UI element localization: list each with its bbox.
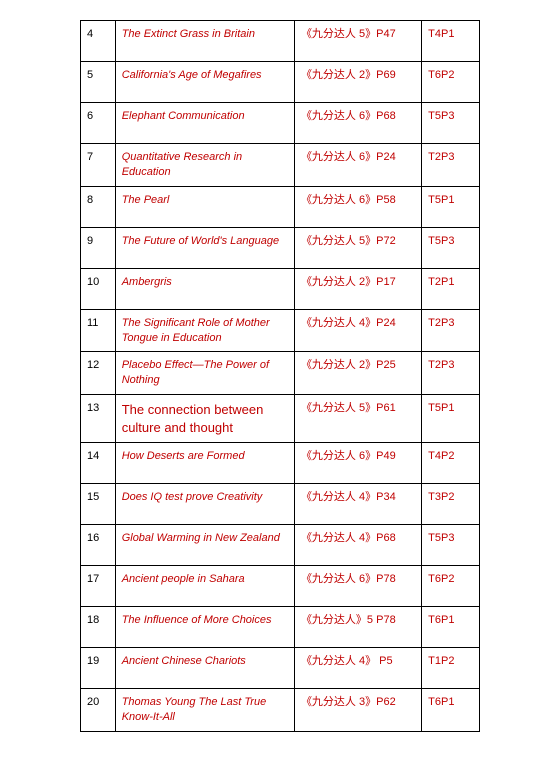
cell-title: Placebo Effect—The Power of Nothing — [115, 352, 294, 395]
cell-title: How Deserts are Formed — [115, 443, 294, 484]
cell-title: Thomas Young The Last True Know-It-All — [115, 689, 294, 732]
cell-title: Elephant Communication — [115, 103, 294, 144]
cell-index: 20 — [81, 689, 116, 732]
cell-title: Ancient people in Sahara — [115, 566, 294, 607]
cell-index: 12 — [81, 352, 116, 395]
table-body: 4The Extinct Grass in Britain《九分达人 5》P47… — [81, 21, 480, 732]
cell-title: Quantitative Research in Education — [115, 144, 294, 187]
cell-index: 14 — [81, 443, 116, 484]
cell-source: 《九分达人 2》P25 — [294, 352, 421, 395]
cell-title: The Future of World's Language — [115, 227, 294, 268]
cell-code: T2P3 — [422, 309, 480, 352]
cell-title: The Pearl — [115, 186, 294, 227]
cell-index: 16 — [81, 525, 116, 566]
cell-source: 《九分达人》5 P78 — [294, 607, 421, 648]
table-row: 18The Influence of More Choices《九分达人》5 P… — [81, 607, 480, 648]
table-row: 4The Extinct Grass in Britain《九分达人 5》P47… — [81, 21, 480, 62]
cell-code: T5P1 — [422, 395, 480, 443]
table-row: 8The Pearl《九分达人 6》P58T5P1 — [81, 186, 480, 227]
table-row: 20Thomas Young The Last True Know-It-All… — [81, 689, 480, 732]
table-row: 11The Significant Role of Mother Tongue … — [81, 309, 480, 352]
cell-code: T6P2 — [422, 566, 480, 607]
cell-index: 13 — [81, 395, 116, 443]
cell-code: T4P2 — [422, 443, 480, 484]
cell-index: 11 — [81, 309, 116, 352]
cell-index: 8 — [81, 186, 116, 227]
cell-code: T4P1 — [422, 21, 480, 62]
cell-source: 《九分达人 6》P68 — [294, 103, 421, 144]
cell-index: 4 — [81, 21, 116, 62]
cell-title: Global Warming in New Zealand — [115, 525, 294, 566]
cell-index: 17 — [81, 566, 116, 607]
cell-source: 《九分达人 4》P24 — [294, 309, 421, 352]
table-row: 5California's Age of Megafires《九分达人 2》P6… — [81, 62, 480, 103]
table-row: 14How Deserts are Formed《九分达人 6》P49T4P2 — [81, 443, 480, 484]
cell-title: Ancient Chinese Chariots — [115, 648, 294, 689]
cell-code: T6P1 — [422, 689, 480, 732]
cell-title: The Extinct Grass in Britain — [115, 21, 294, 62]
cell-code: T2P3 — [422, 144, 480, 187]
cell-title: Does IQ test prove Creativity — [115, 484, 294, 525]
table-row: 16Global Warming in New Zealand《九分达人 4》P… — [81, 525, 480, 566]
cell-code: T6P1 — [422, 607, 480, 648]
page-sheet: 4The Extinct Grass in Britain《九分达人 5》P47… — [0, 20, 550, 732]
cell-source: 《九分达人 6》P24 — [294, 144, 421, 187]
cell-source: 《九分达人 5》P61 — [294, 395, 421, 443]
cell-code: T5P1 — [422, 186, 480, 227]
table-row: 13The connection between culture and tho… — [81, 395, 480, 443]
cell-index: 10 — [81, 268, 116, 309]
cell-source: 《九分达人 6》P49 — [294, 443, 421, 484]
cell-source: 《九分达人 6》P78 — [294, 566, 421, 607]
table-row: 15Does IQ test prove Creativity《九分达人 4》P… — [81, 484, 480, 525]
table-row: 19Ancient Chinese Chariots《九分达人 4》 P5T1P… — [81, 648, 480, 689]
cell-title: The Significant Role of Mother Tongue in… — [115, 309, 294, 352]
table-row: 9The Future of World's Language《九分达人 5》P… — [81, 227, 480, 268]
cell-title: The connection between culture and thoug… — [115, 395, 294, 443]
cell-index: 9 — [81, 227, 116, 268]
table-row: 6Elephant Communication《九分达人 6》P68T5P3 — [81, 103, 480, 144]
cell-code: T5P3 — [422, 103, 480, 144]
cell-source: 《九分达人 4》P34 — [294, 484, 421, 525]
cell-code: T2P1 — [422, 268, 480, 309]
cell-code: T1P2 — [422, 648, 480, 689]
cell-index: 6 — [81, 103, 116, 144]
cell-source: 《九分达人 2》P17 — [294, 268, 421, 309]
cell-source: 《九分达人 2》P69 — [294, 62, 421, 103]
cell-source: 《九分达人 5》P47 — [294, 21, 421, 62]
cell-source: 《九分达人 6》P58 — [294, 186, 421, 227]
table-row: 12Placebo Effect—The Power of Nothing《九分… — [81, 352, 480, 395]
cell-code: T5P3 — [422, 525, 480, 566]
cell-code: T5P3 — [422, 227, 480, 268]
cell-code: T6P2 — [422, 62, 480, 103]
cell-source: 《九分达人 3》P62 — [294, 689, 421, 732]
cell-title: The Influence of More Choices — [115, 607, 294, 648]
cell-index: 7 — [81, 144, 116, 187]
cell-code: T3P2 — [422, 484, 480, 525]
cell-index: 5 — [81, 62, 116, 103]
cell-index: 15 — [81, 484, 116, 525]
cell-source: 《九分达人 4》 P5 — [294, 648, 421, 689]
cell-index: 18 — [81, 607, 116, 648]
table-row: 17Ancient people in Sahara《九分达人 6》P78T6P… — [81, 566, 480, 607]
table-row: 7Quantitative Research in Education《九分达人… — [81, 144, 480, 187]
cell-index: 19 — [81, 648, 116, 689]
reading-index-table: 4The Extinct Grass in Britain《九分达人 5》P47… — [80, 20, 480, 732]
cell-title: Ambergris — [115, 268, 294, 309]
table-row: 10Ambergris《九分达人 2》P17T2P1 — [81, 268, 480, 309]
cell-code: T2P3 — [422, 352, 480, 395]
cell-source: 《九分达人 4》P68 — [294, 525, 421, 566]
cell-title: California's Age of Megafires — [115, 62, 294, 103]
cell-source: 《九分达人 5》P72 — [294, 227, 421, 268]
